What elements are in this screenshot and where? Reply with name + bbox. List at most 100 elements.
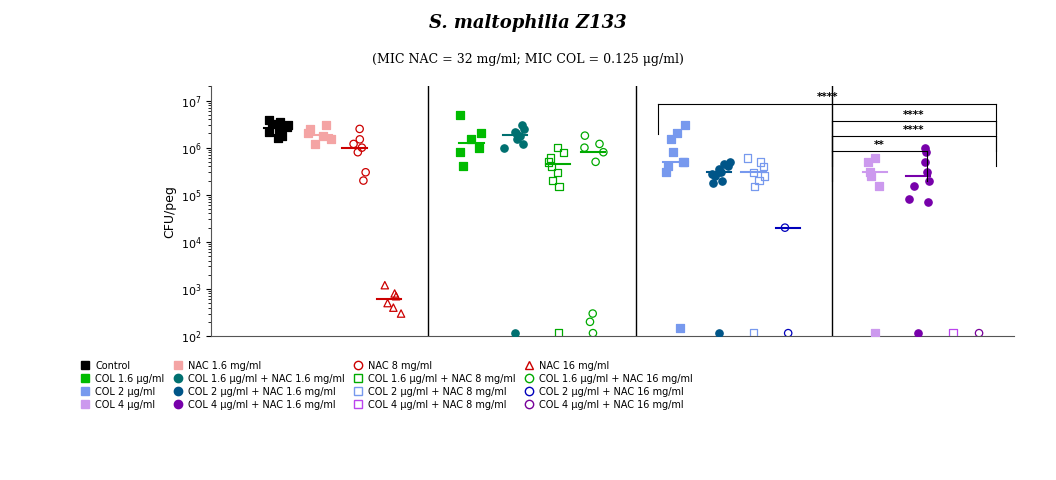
- Point: [906, 182, 923, 190]
- Y-axis label: CFU/peg: CFU/peg: [164, 185, 176, 238]
- Point: [299, 130, 316, 137]
- Point: [779, 329, 796, 337]
- Point: [587, 158, 604, 166]
- Point: [704, 179, 721, 187]
- Point: [659, 163, 676, 170]
- Point: [271, 118, 288, 126]
- Point: [385, 304, 402, 312]
- Point: [550, 329, 567, 337]
- Point: [756, 172, 773, 180]
- Point: [901, 195, 918, 203]
- Point: [746, 182, 762, 190]
- Point: [776, 224, 793, 231]
- Point: [516, 125, 533, 133]
- Point: [302, 125, 319, 133]
- Point: [345, 140, 362, 148]
- Point: [674, 158, 691, 166]
- Point: [269, 134, 286, 142]
- Point: [514, 140, 531, 148]
- Point: [668, 130, 685, 137]
- Legend: Control, COL 1.6 μg/ml, COL 2 μg/ml, COL 4 μg/ml, NAC 1.6 mg/ml, COL 1.6 μg/ml +: Control, COL 1.6 μg/ml, COL 2 μg/ml, COL…: [79, 361, 693, 409]
- Point: [549, 144, 566, 152]
- Point: [711, 329, 728, 337]
- Point: [711, 165, 728, 173]
- Point: [720, 163, 737, 170]
- Text: ****: ****: [903, 125, 925, 135]
- Point: [703, 170, 720, 178]
- Point: [706, 172, 723, 180]
- Point: [357, 168, 374, 176]
- Point: [672, 324, 689, 332]
- Point: [306, 140, 323, 148]
- Point: [354, 144, 371, 152]
- Point: [388, 292, 404, 300]
- Point: [452, 111, 469, 119]
- Point: [540, 158, 557, 166]
- Point: [576, 144, 592, 152]
- Point: [863, 172, 880, 180]
- Point: [677, 121, 694, 129]
- Point: [944, 329, 961, 337]
- Point: [918, 148, 935, 156]
- Point: [739, 154, 756, 162]
- Point: [584, 310, 601, 317]
- Point: [752, 158, 769, 166]
- Point: [355, 177, 372, 184]
- Text: ****: ****: [816, 92, 838, 102]
- Point: [595, 148, 611, 156]
- Point: [582, 318, 599, 325]
- Point: [260, 128, 277, 135]
- Point: [870, 182, 887, 190]
- Point: [393, 310, 410, 317]
- Point: [386, 289, 403, 297]
- Point: [577, 132, 593, 140]
- Point: [591, 140, 608, 148]
- Point: [664, 148, 681, 156]
- Point: [352, 125, 369, 133]
- Point: [514, 121, 531, 129]
- Point: [917, 144, 934, 152]
- Point: [263, 120, 280, 128]
- Point: [722, 158, 739, 166]
- Point: [910, 329, 927, 337]
- Point: [274, 132, 290, 140]
- Point: [919, 168, 936, 176]
- Point: [550, 182, 567, 190]
- Point: [322, 135, 339, 143]
- Point: [867, 329, 884, 337]
- Point: [379, 299, 396, 307]
- Point: [279, 123, 296, 131]
- Text: (MIC NAC = 32 mg/ml; MIC COL = 0.125 μg/ml): (MIC NAC = 32 mg/ml; MIC COL = 0.125 μg/…: [372, 53, 684, 66]
- Point: [921, 177, 938, 184]
- Point: [658, 168, 675, 176]
- Point: [279, 121, 296, 129]
- Point: [473, 130, 490, 137]
- Point: [352, 135, 369, 143]
- Point: [376, 281, 393, 289]
- Point: [554, 148, 571, 156]
- Point: [662, 135, 679, 143]
- Point: [512, 132, 529, 140]
- Point: [549, 168, 566, 176]
- Point: [261, 117, 278, 124]
- Point: [455, 163, 472, 170]
- Point: [270, 125, 287, 133]
- Point: [315, 132, 332, 140]
- Point: [751, 177, 768, 184]
- Point: [712, 168, 729, 176]
- Point: [744, 168, 761, 176]
- Text: **: **: [874, 140, 885, 150]
- Point: [755, 163, 772, 170]
- Point: [271, 130, 288, 137]
- Point: [711, 168, 728, 176]
- Point: [716, 160, 733, 168]
- Point: [317, 121, 334, 129]
- Point: [970, 329, 987, 337]
- Point: [917, 158, 934, 166]
- Point: [860, 158, 876, 166]
- Point: [509, 135, 526, 143]
- Point: [544, 177, 561, 184]
- Text: ****: ****: [903, 110, 925, 120]
- Point: [714, 177, 731, 184]
- Point: [507, 130, 524, 137]
